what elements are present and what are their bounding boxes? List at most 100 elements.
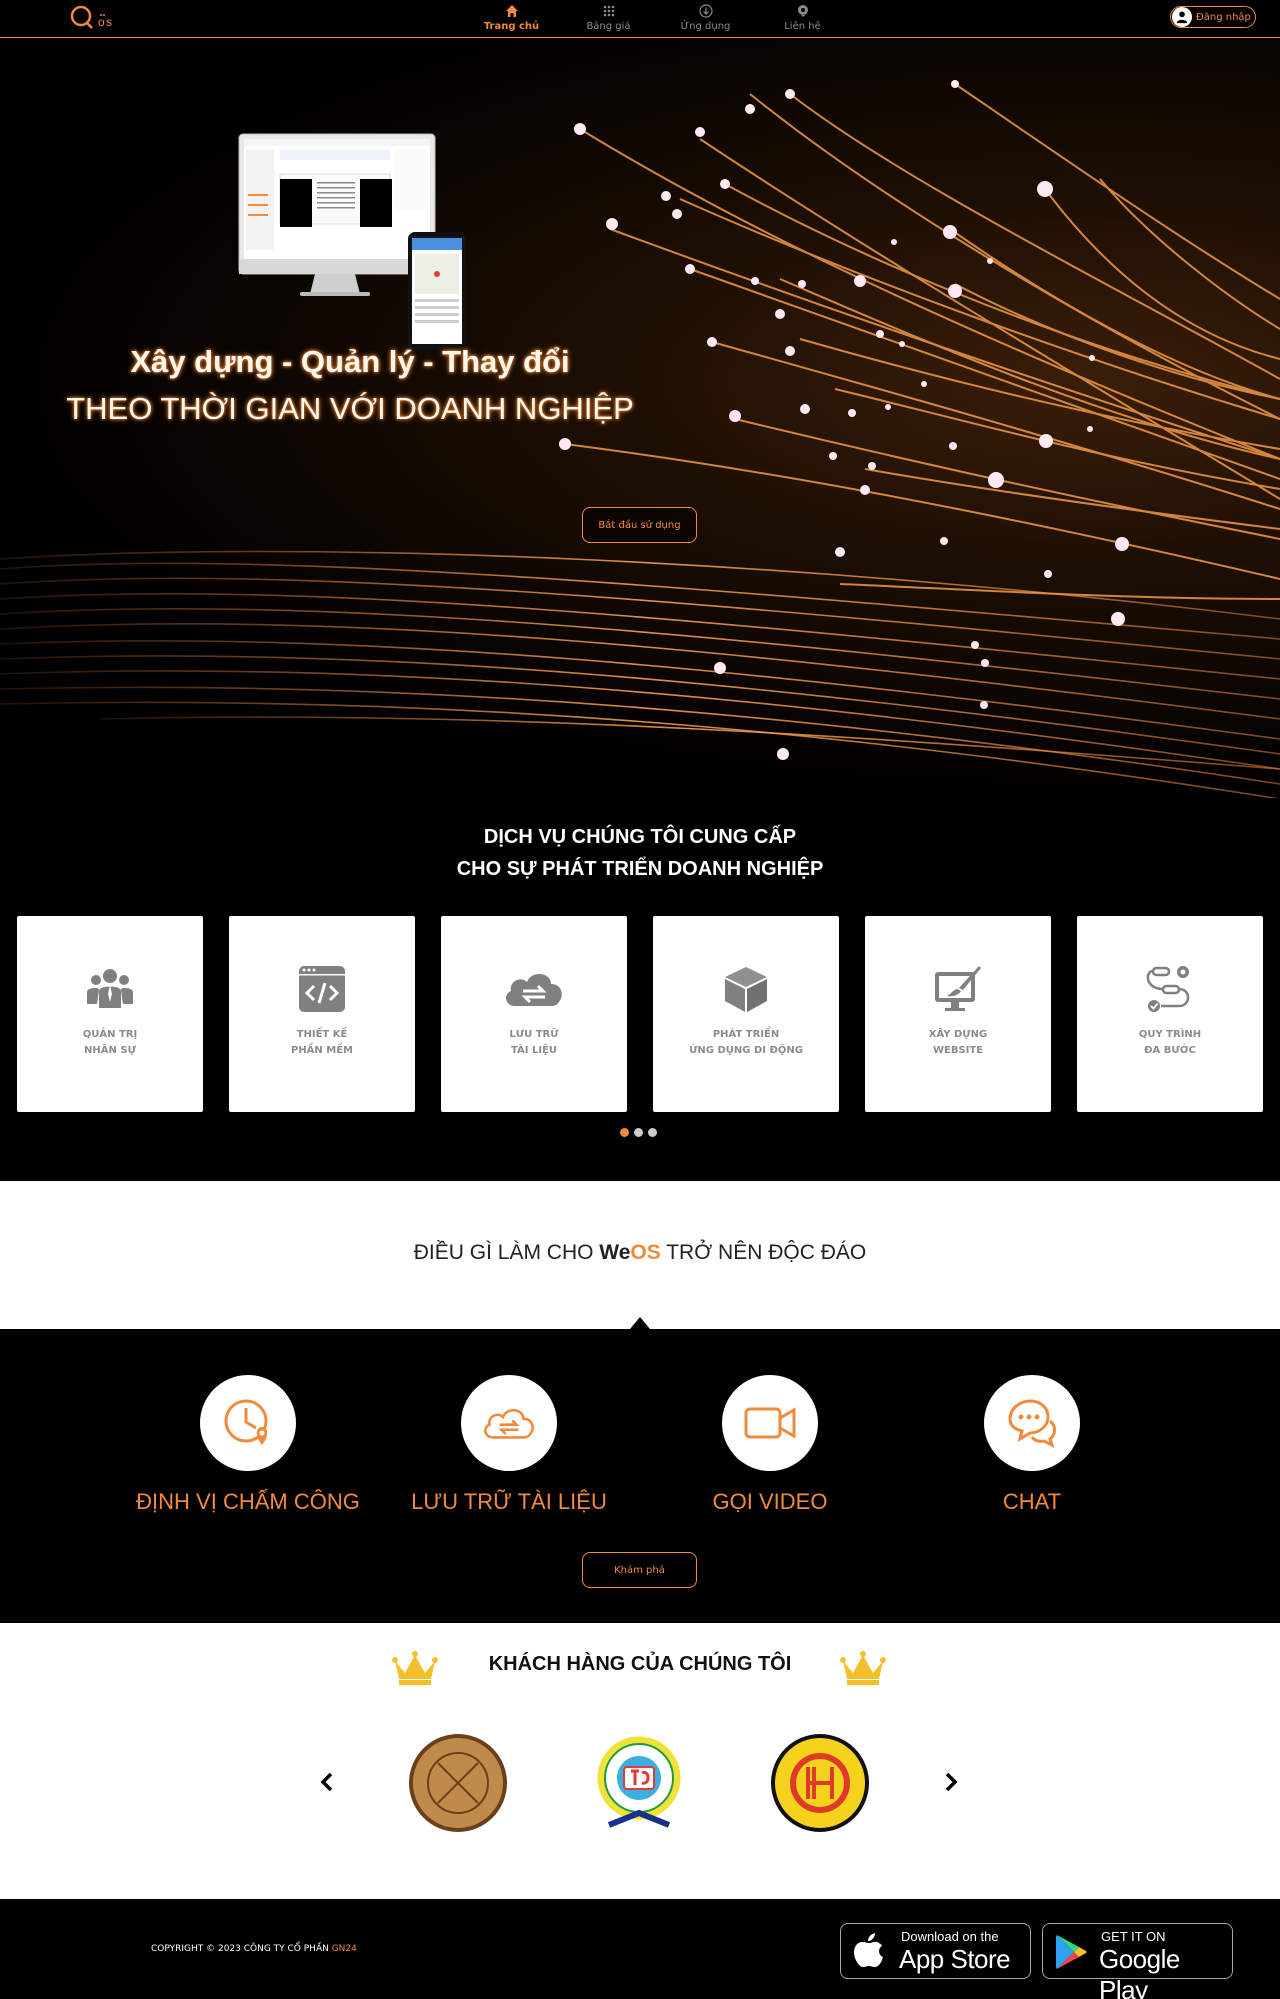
fiber-optic-background xyxy=(0,80,1280,798)
pager-dot[interactable] xyxy=(634,1128,643,1137)
workflow-icon xyxy=(1146,966,1190,1012)
cloud-sync-icon xyxy=(484,1409,534,1439)
service-label-line1: THIẾT KẾ xyxy=(296,1029,348,1040)
nav-label-pricing: Bảng giá xyxy=(586,21,631,32)
service-label-line2: TÀI LIỆU xyxy=(510,1045,558,1056)
service-label-line2: ĐA BƯỚC xyxy=(1144,1045,1196,1056)
explore-button[interactable]: Khám phá xyxy=(582,1552,697,1588)
crown-icon xyxy=(392,1651,438,1685)
feature-icon-circle xyxy=(984,1375,1080,1471)
copyright-text: COPYRIGHT © 2023 CÔNG TY CỔ PHẦN GN24 xyxy=(151,1944,357,1954)
customers-title: KHÁCH HÀNG CỦA CHÚNG TÔI xyxy=(488,1653,792,1675)
contact-icon xyxy=(797,5,808,17)
copyright-prefix: COPYRIGHT © 2023 CÔNG TY CỔ PHẦN xyxy=(151,1944,332,1954)
unique-title: ĐIỀU GÌ LÀM CHO WeOS TRỞ NÊN ĐỘC ĐÁO xyxy=(0,1241,1280,1265)
nav-item-pricing[interactable]: Bảng giá xyxy=(560,2,657,36)
nav-item-contact[interactable]: Liên hệ xyxy=(754,2,851,36)
customer-logo xyxy=(597,1736,681,1828)
top-navbar: o s Trang chủ Bảng giá Ứng dụng Liên hệ … xyxy=(0,0,1280,38)
clock-location-icon xyxy=(224,1399,268,1445)
download-icon xyxy=(698,4,713,18)
video-camera-icon xyxy=(744,1407,796,1439)
brand-we: We xyxy=(599,1241,631,1264)
unique-title-suffix: TRỞ NÊN ĐỘC ĐÁO xyxy=(660,1241,867,1264)
feature-icon-circle xyxy=(461,1375,557,1471)
google-play-icon xyxy=(1056,1935,1087,1969)
features-section: ĐỊNH VỊ CHẤM CÔNG LƯU TRỮ TÀI LIỆU GỌI V… xyxy=(0,1329,1280,1623)
services-title-line2: CHO SỰ PHÁT TRIỂN DOANH NGHIỆP xyxy=(456,858,824,880)
nav-label-apps: Ứng dụng xyxy=(680,21,731,32)
service-card-mobile[interactable]: PHÁT TRIỂN ỨNG DỤNG DI ĐỘNG xyxy=(653,916,839,1112)
svg-text:s: s xyxy=(106,15,112,29)
service-label-line1: PHÁT TRIỂN xyxy=(712,1029,780,1040)
service-label-line2: PHẦN MỀM xyxy=(290,1045,354,1056)
feature-storage[interactable]: LƯU TRỮ TÀI LIỆU xyxy=(379,1375,639,1515)
grid-icon xyxy=(603,5,614,17)
feature-label: CHAT xyxy=(1002,1489,1062,1514)
appstore-small-label: Download on the xyxy=(901,1929,999,1944)
hero-title-line2: THEO THỜI GIAN VỚI DOANH NGHIỆP xyxy=(66,391,634,426)
appstore-big-label: App Store xyxy=(899,1944,1011,1974)
unique-title-prefix: ĐIỀU GÌ LÀM CHO xyxy=(413,1241,600,1264)
chat-bubbles-icon xyxy=(1008,1399,1056,1448)
service-label-line2: ỨNG DỤNG DI ĐỘNG xyxy=(689,1045,803,1056)
app-store-button[interactable]: Download on the App Store xyxy=(840,1923,1031,1979)
logo[interactable]: o s xyxy=(68,4,120,32)
start-using-button[interactable]: Bắt đầu sử dụng xyxy=(582,507,697,543)
service-card-hr[interactable]: QUẢN TRỊ NHÂN SỰ xyxy=(17,916,203,1112)
service-card-software[interactable]: THIẾT KẾ PHẦN MỀM xyxy=(229,916,415,1112)
feature-attendance[interactable]: ĐỊNH VỊ CHẤM CÔNG xyxy=(118,1375,378,1515)
feature-chat[interactable]: CHAT xyxy=(902,1375,1162,1515)
chevron-left-icon[interactable] xyxy=(316,1770,340,1794)
services-section: DỊCH VỤ CHÚNG TÔI CUNG CẤP CHO SỰ PHÁT T… xyxy=(0,798,1280,1181)
googleplay-small-label: GET IT ON xyxy=(1101,1929,1166,1944)
customer-logo xyxy=(771,1734,869,1832)
nav-item-home[interactable]: Trang chủ xyxy=(463,2,560,36)
service-label-line1: QUẢN TRỊ xyxy=(82,1029,138,1040)
home-icon xyxy=(505,5,518,17)
cube-icon xyxy=(725,967,767,1012)
section-notch xyxy=(630,1317,650,1329)
pager-dot[interactable] xyxy=(620,1128,629,1137)
code-window-icon xyxy=(299,966,345,1012)
nav-item-apps[interactable]: Ứng dụng xyxy=(657,2,754,36)
copyright-brand: GN24 xyxy=(331,1944,357,1954)
carousel-pager xyxy=(620,1128,657,1137)
service-label-line2: WEBSITE xyxy=(932,1045,984,1056)
apple-icon xyxy=(854,1933,883,1967)
feature-label: ĐỊNH VỊ CHẤM CÔNG xyxy=(136,1489,360,1514)
hero-banner: Xây dựng - Quản lý - Thay đổi THEO THỜI … xyxy=(0,39,1280,798)
device-mockup xyxy=(238,133,466,350)
login-label: Đăng nhập xyxy=(1196,11,1251,23)
cloud-sync-icon xyxy=(506,973,562,1006)
user-icon xyxy=(1172,7,1192,27)
customer-logo xyxy=(409,1734,507,1832)
service-label-line2: NHÂN SỰ xyxy=(84,1045,136,1056)
services-title-line1: DỊCH VỤ CHÚNG TÔI CUNG CẤP xyxy=(483,826,797,848)
feature-label: LƯU TRỮ TÀI LIỆU xyxy=(411,1489,607,1514)
footer: COPYRIGHT © 2023 CÔNG TY CỔ PHẦN GN24 Do… xyxy=(0,1899,1280,1999)
googleplay-big-label: Google Play xyxy=(1099,1944,1180,1999)
feature-label: GỌI VIDEO xyxy=(712,1489,828,1514)
pager-dot[interactable] xyxy=(648,1128,657,1137)
feature-video[interactable]: GỌI VIDEO xyxy=(640,1375,900,1515)
service-label-line1: LƯU TRỮ xyxy=(509,1029,559,1040)
brand-os: OS xyxy=(630,1241,661,1264)
hero-title-line1: Xây dựng - Quản lý - Thay đổi xyxy=(130,344,570,379)
customers-section: KHÁCH HÀNG CỦA CHÚNG TÔI xyxy=(0,1623,1280,1899)
monitor-brush-icon xyxy=(935,966,981,1011)
service-card-website[interactable]: XÂY DỰNG WEBSITE xyxy=(865,916,1051,1112)
service-card-workflow[interactable]: QUY TRÌNH ĐA BƯỚC xyxy=(1077,916,1263,1112)
crown-icon xyxy=(840,1651,886,1685)
service-label-line1: QUY TRÌNH xyxy=(1138,1029,1202,1040)
nav-label-home: Trang chủ xyxy=(483,21,540,32)
service-label-line1: XÂY DỰNG xyxy=(928,1029,988,1040)
login-button[interactable]: Đăng nhập xyxy=(1170,6,1256,28)
unique-section-header: ĐIỀU GÌ LÀM CHO WeOS TRỞ NÊN ĐỘC ĐÁO xyxy=(0,1181,1280,1329)
svg-text:o: o xyxy=(98,15,105,29)
nav-label-contact: Liên hệ xyxy=(784,21,821,32)
google-play-button[interactable]: GET IT ON Google Play xyxy=(1042,1923,1233,1999)
chevron-right-icon[interactable] xyxy=(938,1770,962,1794)
service-card-storage[interactable]: LƯU TRỮ TÀI LIỆU xyxy=(441,916,627,1112)
feature-icon-circle xyxy=(722,1375,818,1471)
